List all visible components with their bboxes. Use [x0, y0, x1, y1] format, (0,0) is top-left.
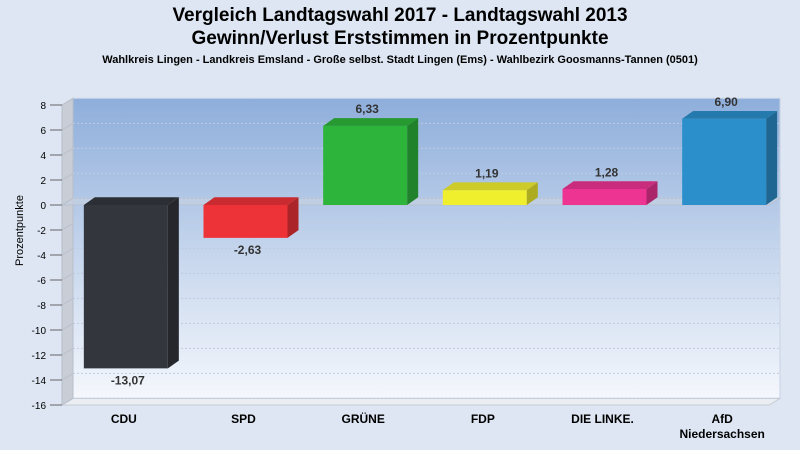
gridline-side	[61, 272, 74, 281]
bar-top	[203, 197, 299, 205]
gridline-side	[61, 347, 74, 356]
gridlines	[61, 97, 780, 406]
y-tick-label: -14	[32, 376, 47, 387]
chart-subtitle: Gewinn/Verlust Erststimmen in Prozentpun…	[191, 28, 609, 49]
bar	[682, 118, 767, 205]
y-axis-ticks: -16 -14 -12 -10 -8 -6 -4 -2 0 2 4 6 8	[32, 101, 62, 412]
bar-side	[646, 181, 658, 205]
bar-top	[323, 118, 419, 126]
gridline-side	[61, 372, 74, 381]
y-tick-label: 8	[40, 101, 46, 112]
gridline-side	[61, 122, 74, 131]
data-label: -13,07	[111, 373, 145, 387]
bar	[203, 205, 288, 238]
data-label: -2,63	[234, 243, 262, 257]
chart-title: Vergleich Landtagswahl 2017 - Landtagswa…	[172, 5, 628, 26]
gridline-side	[61, 297, 74, 306]
bar-side	[407, 118, 419, 205]
y-tick-label: -10	[32, 326, 47, 337]
y-tick-label: -12	[32, 351, 47, 362]
bar	[442, 190, 527, 205]
y-tick-label: 4	[40, 151, 46, 162]
y-tick-label: 6	[40, 126, 46, 137]
y-tick-label: -6	[37, 276, 46, 287]
gridline-side	[61, 397, 74, 406]
y-tick-label: -16	[32, 401, 47, 412]
x-tick-label: FDP	[471, 412, 495, 426]
bar-top	[562, 181, 658, 189]
chart-caption: Wahlkreis Lingen - Landkreis Emsland - G…	[102, 54, 698, 66]
x-tick-label: DIE LINKE.	[571, 412, 634, 426]
bar-top	[83, 197, 179, 205]
y-tick-label: -2	[37, 226, 46, 237]
bar-side	[526, 182, 538, 205]
gridline-side	[61, 322, 74, 331]
y-tick-label: 0	[40, 201, 46, 212]
x-tick-label: AfD	[712, 412, 734, 426]
bar-side	[167, 197, 179, 369]
x-tick-label: SPD	[231, 412, 256, 426]
gridline-side	[61, 197, 74, 206]
y-tick-label: 2	[40, 176, 46, 187]
bar-side	[287, 197, 299, 238]
x-tick-label: CDU	[111, 412, 137, 426]
data-label: 6,90	[714, 95, 738, 109]
y-tick-label: -4	[37, 251, 46, 262]
gridline-side	[61, 147, 74, 156]
gridline-side	[61, 97, 74, 106]
bar-top	[682, 111, 778, 119]
data-label: 1,19	[475, 166, 499, 180]
gridline-side	[61, 172, 74, 181]
data-label: 1,28	[595, 165, 619, 179]
bar-top	[442, 182, 538, 191]
bar	[323, 125, 408, 205]
plot-floor	[60, 397, 782, 406]
bar	[562, 189, 647, 205]
data-label: 6,33	[355, 102, 379, 116]
bar	[83, 205, 168, 369]
x-tick-label: GRÜNE	[341, 411, 384, 426]
bars	[83, 111, 778, 369]
gridline-side	[61, 222, 74, 231]
y-tick-label: -8	[37, 301, 46, 312]
value-labels: -13,07 -2,63 6,33 1,19 1,28 6,90	[111, 95, 738, 387]
x-tick-label: Niedersachsen	[679, 427, 764, 441]
bar-side	[766, 111, 778, 205]
gridline-side	[61, 247, 74, 256]
